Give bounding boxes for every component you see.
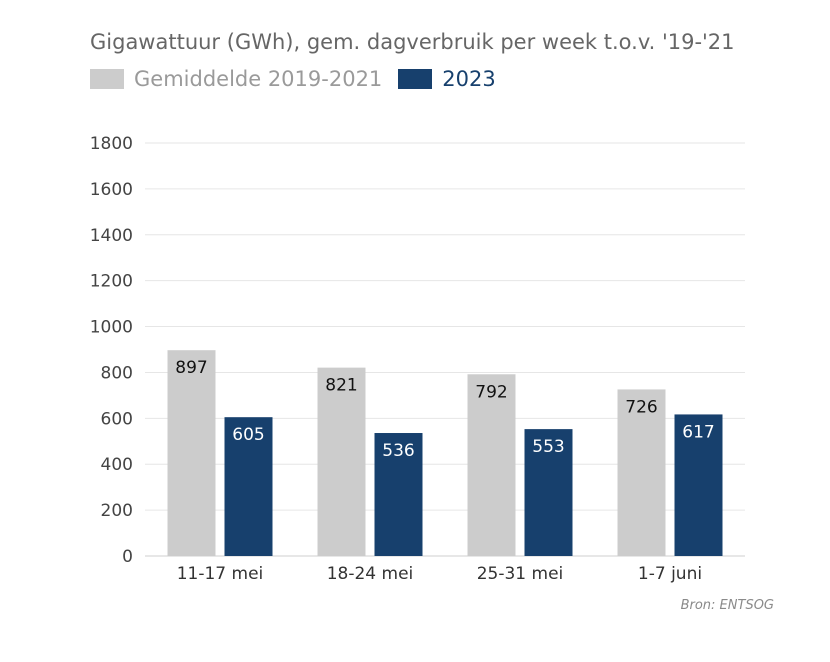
data-label: 821 <box>325 376 357 396</box>
bar-2023 <box>674 414 723 556</box>
y-tick-label: 0 <box>122 547 133 567</box>
y-tick-label: 1800 <box>90 134 133 154</box>
legend: Gemiddelde 2019-2021 2023 <box>90 67 512 91</box>
data-label: 792 <box>475 382 507 402</box>
bar-2023 <box>374 433 423 556</box>
y-tick-label: 1400 <box>90 226 133 246</box>
bar-baseline <box>617 389 666 556</box>
bars <box>167 350 723 556</box>
x-tick-label: 11-17 mei <box>177 564 264 584</box>
data-label: 553 <box>532 437 564 457</box>
y-axis-ticks: 0 200 400 600 800 1000 1200 1400 1600 1800 <box>90 134 133 567</box>
y-tick-label: 1000 <box>90 318 133 338</box>
y-tick-label: 1600 <box>90 180 133 200</box>
y-tick-label: 200 <box>101 501 133 521</box>
y-tick-label: 600 <box>101 409 133 429</box>
x-tick-label: 1-7 juni <box>638 564 702 584</box>
bar-baseline <box>167 350 216 556</box>
chart-title: Gigawattuur (GWh), gem. dagverbruik per … <box>90 30 735 54</box>
data-label: 605 <box>232 425 264 445</box>
data-label: 897 <box>175 358 207 378</box>
legend-label-baseline: Gemiddelde 2019-2021 <box>134 67 383 91</box>
y-tick-label: 1200 <box>90 272 133 292</box>
legend-item-2023: 2023 <box>398 67 496 91</box>
x-axis-ticks: 11-17 mei 18-24 mei 25-31 mei 1-7 juni <box>177 564 702 584</box>
bar-2023 <box>524 429 573 556</box>
bar-baseline <box>467 374 516 556</box>
legend-swatch-baseline <box>90 69 124 89</box>
bar-2023 <box>224 417 273 556</box>
bar-baseline <box>317 367 366 556</box>
data-label: 536 <box>382 441 414 461</box>
x-tick-label: 18-24 mei <box>327 564 414 584</box>
y-tick-label: 800 <box>101 363 133 383</box>
data-label: 617 <box>682 422 714 442</box>
data-labels: 897 605 821 536 792 553 726 617 <box>175 358 714 461</box>
legend-item-baseline: Gemiddelde 2019-2021 <box>90 67 382 91</box>
source-note: Bron: ENTSOG <box>680 598 774 613</box>
legend-swatch-2023 <box>398 69 433 89</box>
x-tick-label: 25-31 mei <box>477 564 564 584</box>
y-tick-label: 400 <box>101 455 133 475</box>
legend-label-2023: 2023 <box>442 67 496 91</box>
data-label: 726 <box>625 397 657 417</box>
